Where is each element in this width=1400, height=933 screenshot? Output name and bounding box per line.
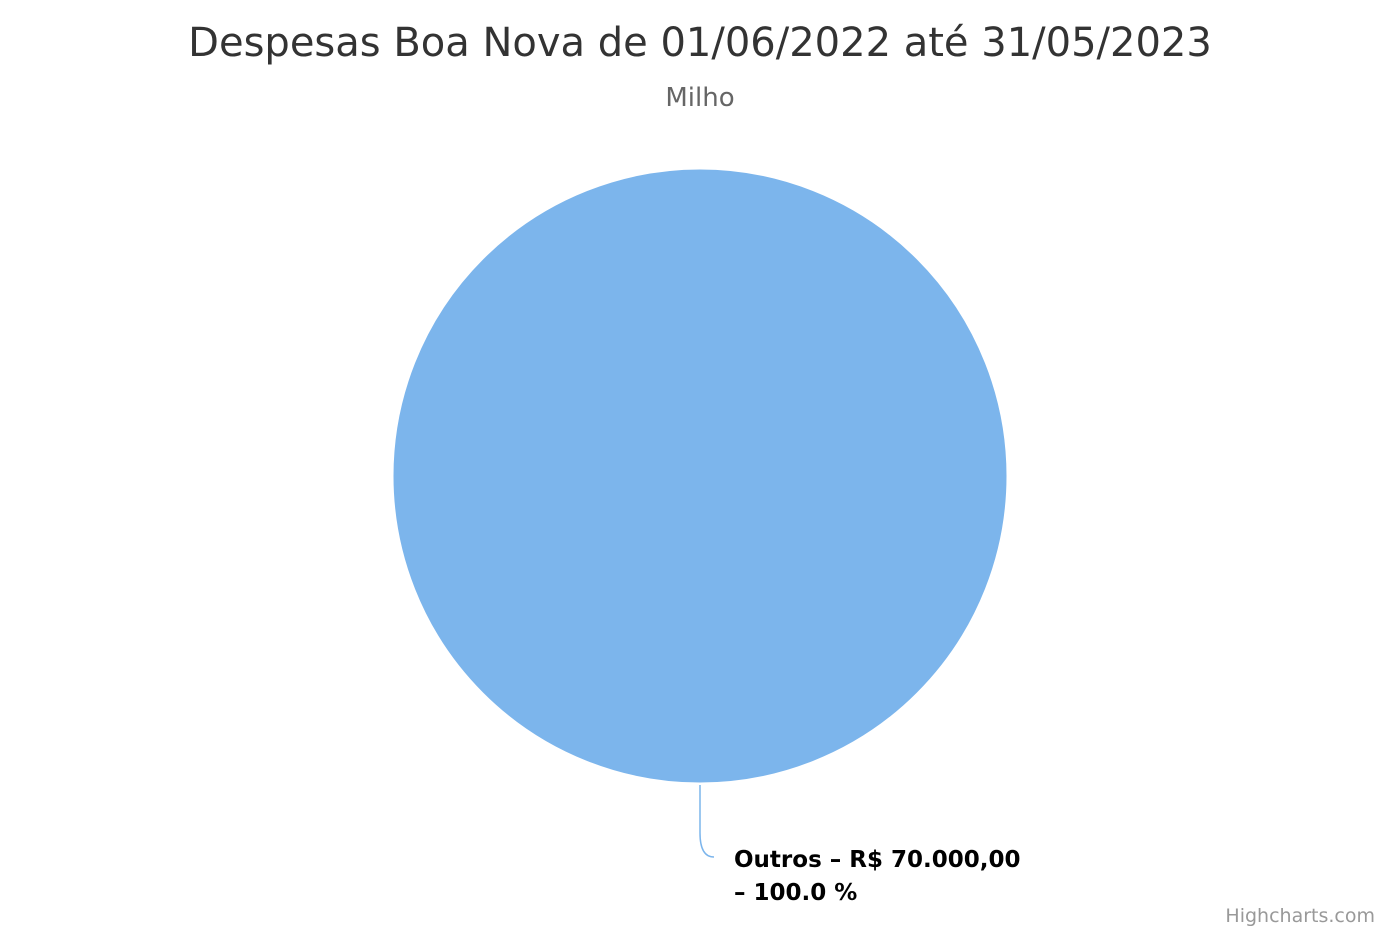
- slice-data-label-line2: – 100.0 %: [734, 880, 857, 906]
- chart-title: Despesas Boa Nova de 01/06/2022 até 31/0…: [188, 20, 1212, 66]
- highcharts-credits-link[interactable]: Highcharts.com: [1225, 905, 1375, 927]
- pie-slice-outros[interactable]: [392, 168, 1008, 784]
- data-label-connector: [699, 785, 715, 858]
- pie-slices: [392, 168, 1008, 784]
- slice-data-label-line1: Outros – R$ 70.000,00: [734, 847, 1021, 873]
- chart-subtitle: Milho: [665, 83, 734, 113]
